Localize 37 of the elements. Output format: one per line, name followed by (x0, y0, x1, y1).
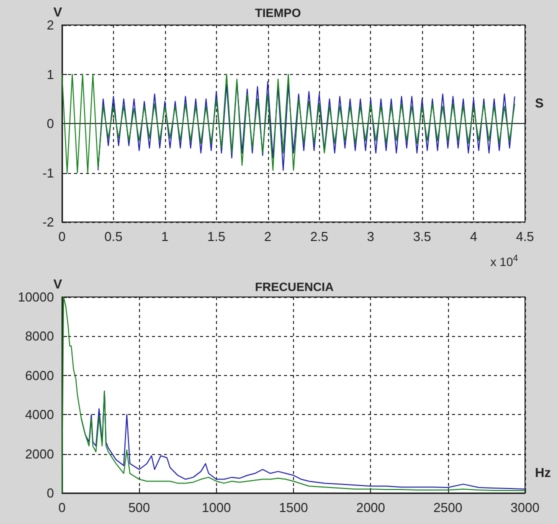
x-axis-title: Hz (535, 465, 552, 480)
line-series (62, 296, 526, 494)
y-tick-label: 8000 (25, 328, 54, 344)
y-axis-title: V (53, 276, 62, 292)
y-tick-label: -2 (42, 214, 54, 230)
y-axis-title: V (53, 4, 62, 20)
x-tick-label: 1000 (202, 500, 231, 515)
x-tick-label: 2500 (433, 500, 462, 515)
x-tick-label: 0 (58, 500, 66, 515)
y-tick-label: 4000 (25, 407, 54, 422)
y-tick-label: -1 (42, 165, 54, 180)
x-tick-label: 0 (58, 229, 66, 244)
line-series (98, 81, 516, 171)
x-tick-label: 2 (264, 229, 272, 244)
x-axis-title: S (535, 96, 544, 110)
x-tick-label: 4 (470, 229, 478, 244)
y-tick-label: 2 (46, 18, 54, 32)
x-tick-label: 1 (161, 229, 169, 244)
x-tick-label: 500 (128, 500, 150, 515)
line-series (62, 74, 516, 174)
x-tick-label: 3 (367, 229, 374, 244)
x-tick-label: 0.5 (104, 229, 122, 244)
x-tick-label: 4.5 (516, 229, 534, 244)
y-tick-label: 2000 (25, 446, 54, 462)
y-tick-label: 10000 (18, 290, 54, 304)
y-tick-label: 0 (46, 116, 54, 131)
x-tick-label: 1.5 (207, 229, 226, 244)
y-tick-label: 6000 (25, 368, 54, 383)
y-tick-label: 1 (46, 66, 54, 82)
x-tick-label: 2.5 (310, 229, 328, 244)
x-tick-label: 2000 (356, 500, 386, 515)
x-tick-label: 3000 (510, 500, 540, 515)
x-tick-label: 1500 (279, 500, 308, 515)
y-tick-label: 0 (46, 486, 54, 500)
x-tick-label: 3.5 (413, 229, 432, 244)
chart-title: FRECUENCIA (255, 280, 334, 294)
chart-title: TIEMPO (255, 6, 302, 20)
